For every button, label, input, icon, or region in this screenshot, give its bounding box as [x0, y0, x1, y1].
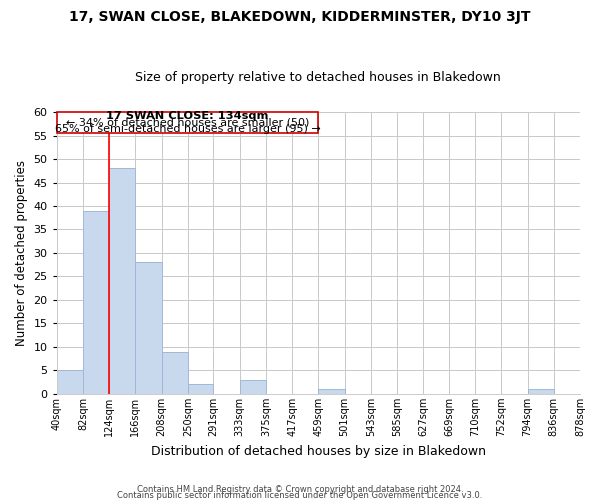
Bar [527, 389, 554, 394]
Text: 17 SWAN CLOSE: 134sqm: 17 SWAN CLOSE: 134sqm [106, 110, 269, 120]
X-axis label: Distribution of detached houses by size in Blakedown: Distribution of detached houses by size … [151, 444, 486, 458]
Bar [136, 262, 161, 394]
Bar [161, 352, 188, 394]
FancyBboxPatch shape [57, 112, 319, 133]
Title: Size of property relative to detached houses in Blakedown: Size of property relative to detached ho… [136, 72, 501, 85]
Text: 17, SWAN CLOSE, BLAKEDOWN, KIDDERMINSTER, DY10 3JT: 17, SWAN CLOSE, BLAKEDOWN, KIDDERMINSTER… [69, 10, 531, 24]
Bar [57, 370, 83, 394]
Text: Contains public sector information licensed under the Open Government Licence v3: Contains public sector information licen… [118, 490, 482, 500]
Text: Contains HM Land Registry data © Crown copyright and database right 2024.: Contains HM Land Registry data © Crown c… [137, 484, 463, 494]
Bar [239, 380, 266, 394]
Text: ← 34% of detached houses are smaller (50): ← 34% of detached houses are smaller (50… [66, 118, 309, 128]
Text: 65% of semi-detached houses are larger (95) →: 65% of semi-detached houses are larger (… [55, 124, 320, 134]
Bar [319, 389, 344, 394]
Y-axis label: Number of detached properties: Number of detached properties [15, 160, 28, 346]
Bar [109, 168, 136, 394]
Bar [83, 210, 109, 394]
Bar [188, 384, 214, 394]
